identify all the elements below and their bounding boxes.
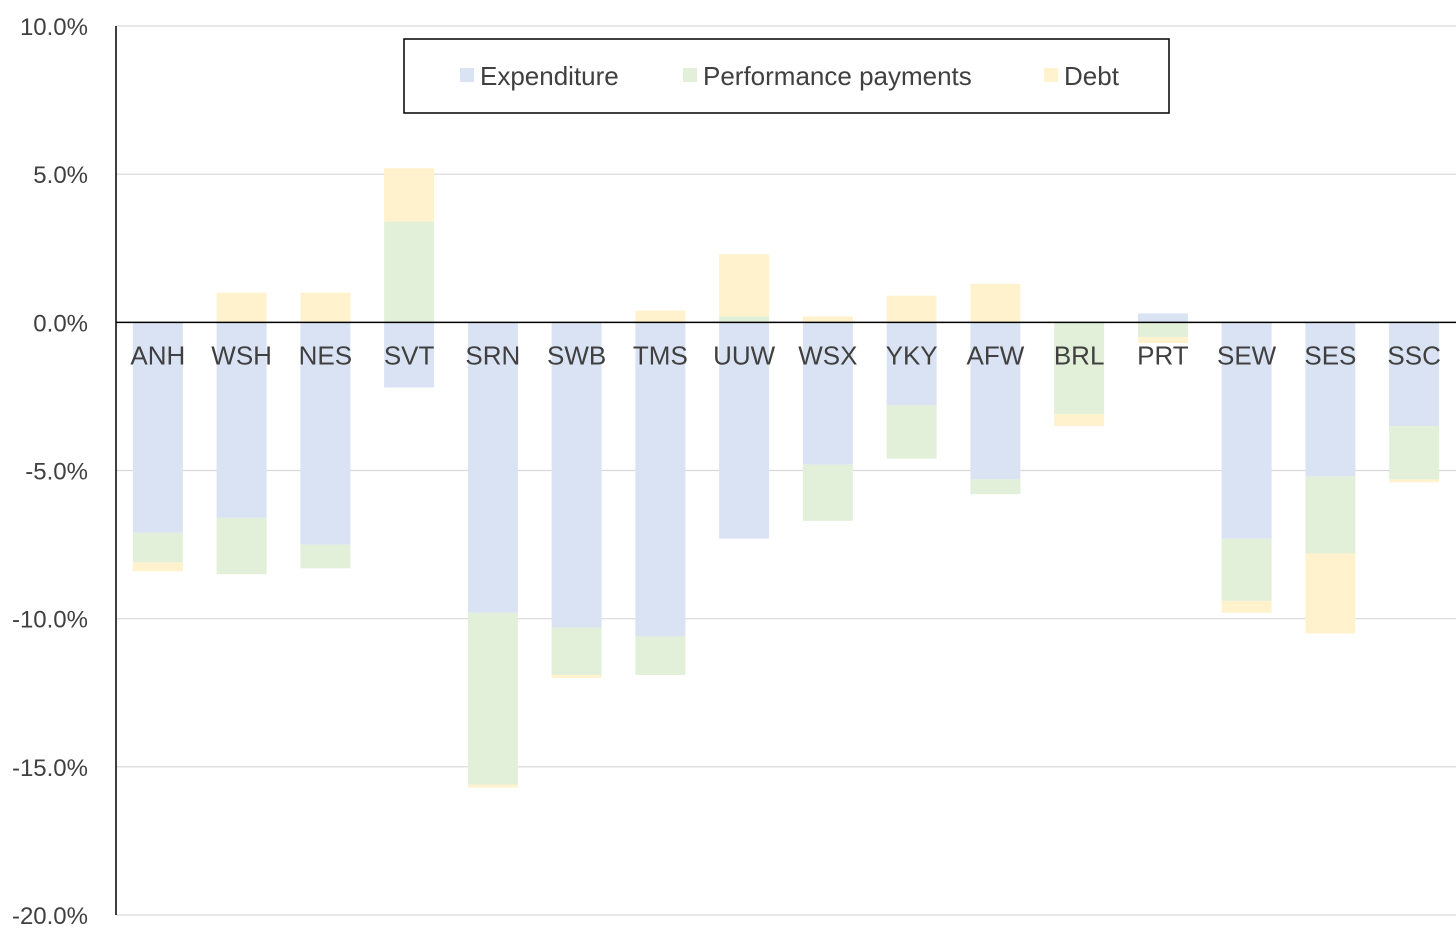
category-label-sew: SEW [1217, 340, 1277, 370]
category-label-svt: SVT [384, 340, 435, 370]
y-tick-label: 10.0% [20, 14, 88, 41]
bar-swb-expenditure [551, 322, 602, 628]
category-label-wsx: WSX [798, 340, 857, 370]
bar-yky-expenditure [886, 322, 937, 406]
category-label-tms: TMS [633, 340, 688, 370]
bar-ses-expenditure [1305, 322, 1356, 477]
bar-anh-debt [132, 562, 183, 572]
bar-anh-performance-payments [132, 532, 183, 563]
bar-svt-debt [384, 168, 435, 222]
bar-yky-debt [886, 295, 937, 323]
bar-prt-debt [1137, 337, 1188, 344]
bar-ssc-performance-payments [1389, 426, 1440, 480]
bar-wsh-debt [216, 292, 267, 323]
bar-ssc-expenditure [1389, 322, 1440, 427]
category-label-ses: SES [1304, 340, 1356, 370]
bar-nes-performance-payments [300, 544, 351, 569]
legend-label-debt: Debt [1064, 61, 1120, 91]
y-tick-labels: 10.0% 5.0% 0.0% -5.0% -10.0% -15.0% -20.0% [12, 14, 88, 930]
bar-nes-expenditure [300, 322, 351, 545]
y-tick-label: -10.0% [12, 607, 88, 634]
bar-sew-debt [1221, 600, 1272, 613]
bar-sew-expenditure [1221, 322, 1272, 539]
category-labels: ANH WSH NES SVT SRN SWB TMS UUW WSX YKY AFW BRL PRT S… [130, 340, 1440, 370]
bar-ses-performance-payments [1305, 476, 1356, 554]
bar-swb-debt [551, 674, 602, 678]
bar-wsh-performance-payments [216, 517, 267, 575]
bar-anh-expenditure [132, 322, 183, 533]
bar-nes-debt [300, 292, 351, 323]
legend-box [403, 38, 1170, 114]
bar-srn-performance-payments [467, 612, 518, 785]
legend-label-expenditure: Expenditure [480, 61, 619, 91]
bar-swb-performance-payments [551, 627, 602, 675]
bar-uuw-expenditure [719, 322, 770, 539]
bar-uuw-debt [719, 254, 770, 317]
y-tick-label: -5.0% [25, 459, 88, 486]
legend-swatch-performance-payments [683, 68, 697, 82]
bars [132, 168, 1440, 788]
y-tick-label: -20.0% [12, 903, 88, 930]
bar-svt-performance-payments [384, 221, 435, 323]
category-label-afw: AFW [966, 340, 1024, 370]
legend: Expenditure Performance payments Debt [403, 38, 1170, 114]
bar-svt-expenditure [384, 322, 435, 388]
bar-wsx-performance-payments [802, 464, 853, 521]
legend-swatch-expenditure [460, 68, 474, 82]
bar-tms-debt [635, 310, 686, 323]
bar-tms-performance-payments [635, 636, 686, 675]
y-tick-label: -15.0% [12, 755, 88, 782]
category-label-swb: SWB [547, 340, 606, 370]
bar-srn-expenditure [467, 322, 518, 613]
bar-wsx-expenditure [802, 322, 853, 465]
bar-brl-debt [1054, 414, 1105, 427]
category-label-ssc: SSC [1387, 340, 1440, 370]
bar-afw-performance-payments [970, 479, 1021, 495]
bar-prt-expenditure [1137, 313, 1188, 323]
bar-afw-debt [970, 283, 1021, 323]
category-label-nes: NES [299, 340, 352, 370]
category-label-yky: YKY [886, 340, 938, 370]
category-label-wsh: WSH [211, 340, 272, 370]
legend-swatch-debt [1044, 68, 1058, 82]
bar-wsh-expenditure [216, 322, 267, 518]
category-label-prt: PRT [1137, 340, 1189, 370]
bar-afw-expenditure [970, 322, 1021, 480]
category-label-brl: BRL [1054, 340, 1105, 370]
bar-prt-performance-payments [1137, 322, 1188, 338]
bar-srn-debt [467, 784, 518, 788]
bar-uuw-performance-payments [719, 316, 770, 323]
category-label-srn: SRN [465, 340, 520, 370]
bar-brl-performance-payments [1054, 322, 1105, 415]
legend-label-performance-payments: Performance payments [703, 61, 972, 91]
bar-yky-performance-payments [886, 405, 937, 459]
bar-wsx-debt [802, 316, 853, 323]
bar-sew-performance-payments [1221, 538, 1272, 601]
category-label-uuw: UUW [713, 340, 776, 370]
bar-ssc-debt [1389, 479, 1440, 483]
y-tick-label: 0.0% [33, 310, 88, 337]
y-tick-label: 5.0% [33, 162, 88, 189]
bar-ses-debt [1305, 553, 1356, 634]
category-label-anh: ANH [130, 340, 185, 370]
bar-tms-expenditure [635, 322, 686, 637]
